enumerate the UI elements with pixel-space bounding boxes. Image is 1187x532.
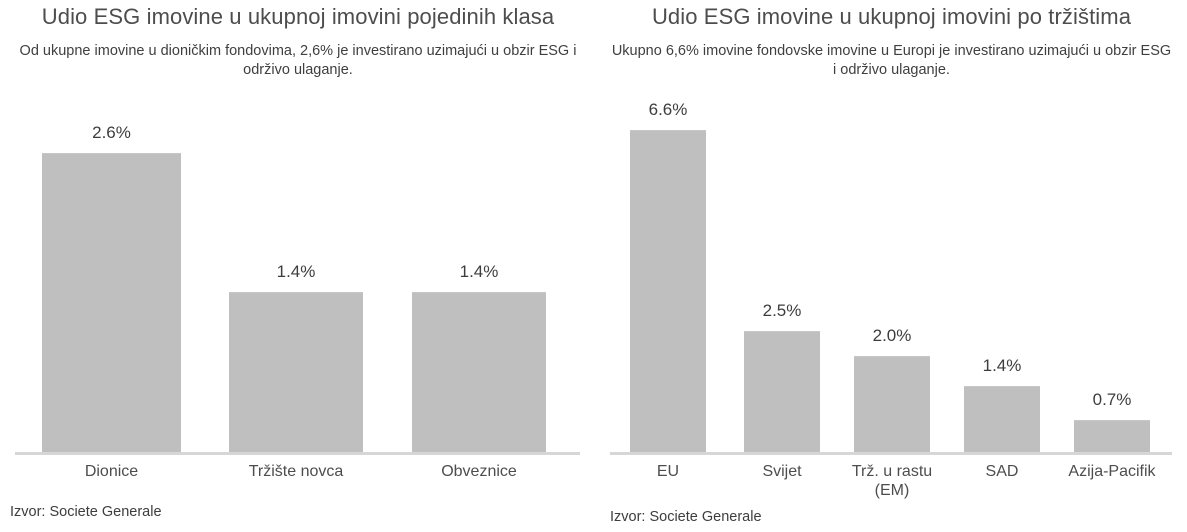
page-title: Udio ESG imovine u ukupnoj imovini po tr… [651,4,1132,29]
x-axis-line [610,452,1172,455]
bar[interactable] [964,386,1040,452]
bar-value-label: 2.6% [92,123,131,142]
bar[interactable] [229,292,363,452]
bar-value-label: 6.6% [648,100,688,119]
chart-subtitle: Ukupno 6,6% imovine fondovske imovine u … [611,43,1172,78]
chart-panel-markets: Udio ESG imovine u ukupnoj imovini po tr… [596,0,1187,532]
chart-subtitle: Od ukupne imovine u dioničkim fondovima,… [19,43,577,78]
bar-value-label: 1.4% [459,262,499,281]
x-axis-category-label: SAD [985,463,1019,480]
x-axis-category-label-line1: Trž. u rastu [851,463,933,480]
bar[interactable] [42,153,181,452]
plot-area-left: 2.6% Dionice 1.4% Tržište novca 1.4% Obv… [15,123,580,480]
source-note: Izvor: Societe Generale [10,504,162,520]
bar[interactable] [412,292,546,452]
x-axis-category-label: Azija-Pacifik [1068,463,1156,480]
x-axis-line [15,452,580,455]
bar-value-label: 1.4% [982,356,1022,375]
bar-value-label: 0.7% [1092,390,1132,409]
x-axis-category-label: EU [656,463,680,480]
bar[interactable] [1074,420,1150,452]
bar-value-label: 2.0% [872,326,912,345]
bar[interactable] [744,331,820,452]
plot-area-right: 6.6% EU 2.5% Svijet 2.0% Trž. u rastu (E… [596,0,1187,532]
x-axis-category-label: Svijet [762,463,802,480]
bar-value-label: 2.5% [762,301,802,320]
chart-panel-asset-classes: Udio ESG imovine u ukupnoj imovini pojed… [10,4,580,520]
x-axis-category-label: Obveznice [441,463,517,480]
bar[interactable] [854,356,930,452]
bar[interactable] [630,130,706,452]
page-title: Udio ESG imovine u ukupnoj imovini pojed… [41,4,555,29]
bar-value-label: 1.4% [276,262,316,281]
x-axis-category-label: Dionice [84,463,139,480]
x-axis-category-label: Tržište novca [248,463,344,480]
source-note: Izvor: Societe Generale [610,509,762,525]
x-axis-category-label-line2: (EM) [874,482,910,499]
x-axis-category-label: Trž. u rastu (EM) [842,462,942,500]
